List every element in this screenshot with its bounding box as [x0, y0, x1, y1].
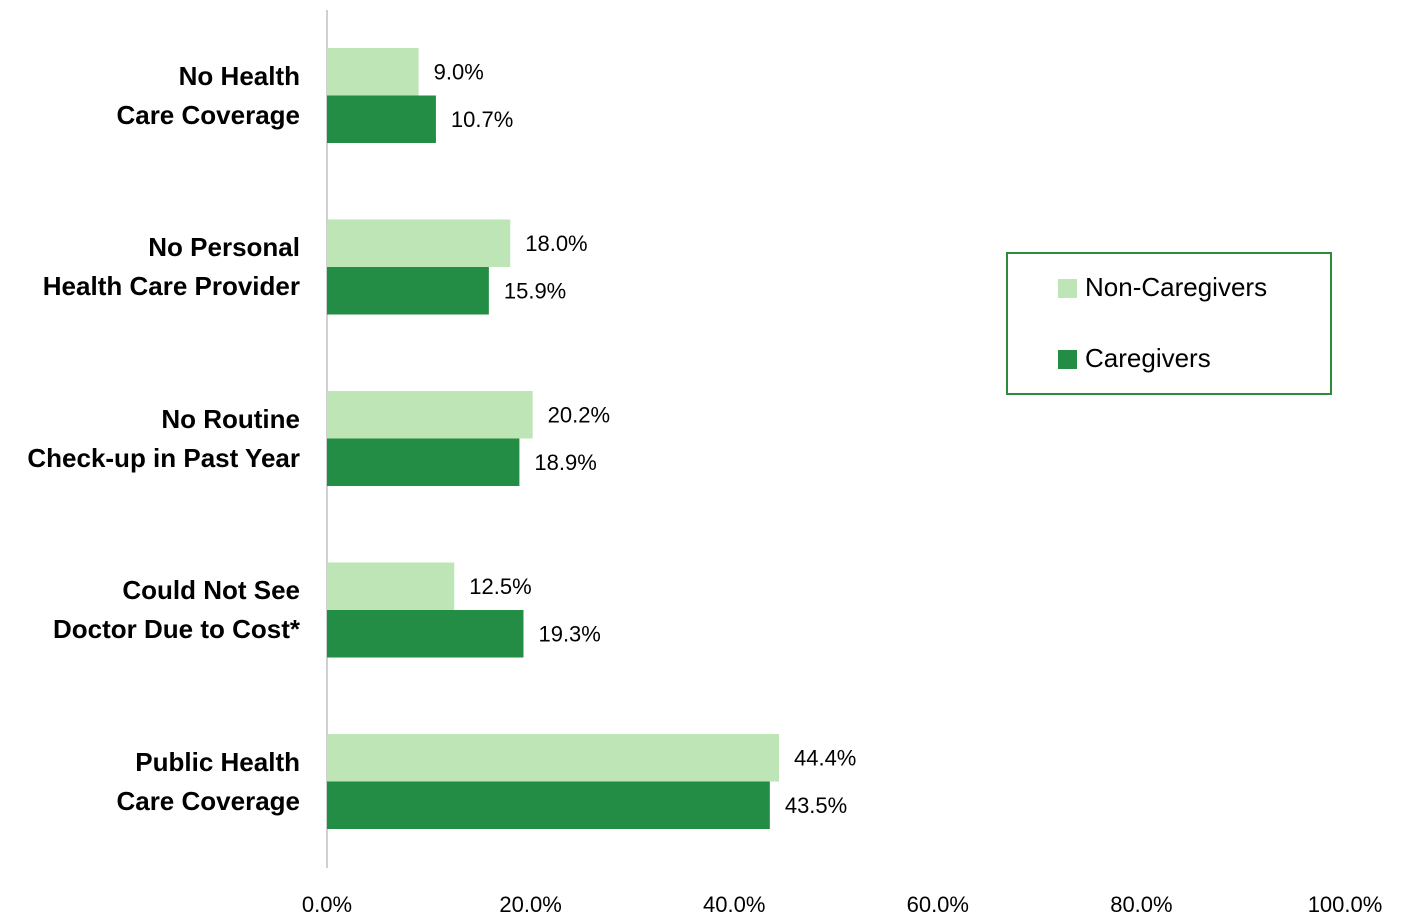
- value-label: 18.9%: [534, 450, 596, 475]
- x-tick-label: 60.0%: [907, 892, 969, 917]
- legend-swatch: [1058, 350, 1077, 369]
- value-label: 43.5%: [785, 793, 847, 818]
- bar: [327, 781, 770, 829]
- value-label: 20.2%: [548, 403, 610, 428]
- bar: [327, 734, 779, 782]
- value-label: 18.0%: [525, 231, 587, 256]
- category-label: No Health Care Coverage: [116, 60, 300, 130]
- bar: [327, 48, 419, 96]
- bar: [327, 95, 436, 143]
- category-label: No Personal Health Care Provider: [42, 232, 300, 301]
- value-label: 19.3%: [538, 622, 600, 647]
- value-label: 44.4%: [794, 746, 856, 771]
- category-label: Public Health Care Coverage: [116, 746, 300, 816]
- bar: [327, 562, 455, 610]
- value-label: 10.7%: [451, 107, 513, 132]
- x-tick-label: 40.0%: [703, 892, 765, 917]
- legend-label: Caregivers: [1085, 343, 1211, 373]
- category-label: Could Not See Doctor Due to Cost*: [53, 575, 300, 644]
- legend-box: [1006, 252, 1332, 395]
- x-tick-label: 20.0%: [499, 892, 561, 917]
- x-tick-label: 0.0%: [302, 892, 352, 917]
- value-label: 12.5%: [469, 574, 531, 599]
- bar: [327, 391, 533, 439]
- legend-label: Non-Caregivers: [1085, 272, 1267, 302]
- bar: [327, 610, 524, 658]
- x-tick-label: 80.0%: [1110, 892, 1172, 917]
- legend-swatch: [1058, 279, 1077, 298]
- bar: [327, 267, 489, 315]
- x-tick-label: 100.0%: [1308, 892, 1383, 917]
- category-label: No Routine Check-up in Past Year: [27, 403, 300, 473]
- bar: [327, 219, 511, 267]
- bar: [327, 438, 520, 486]
- value-label: 15.9%: [504, 279, 566, 304]
- value-label: 9.0%: [434, 60, 484, 85]
